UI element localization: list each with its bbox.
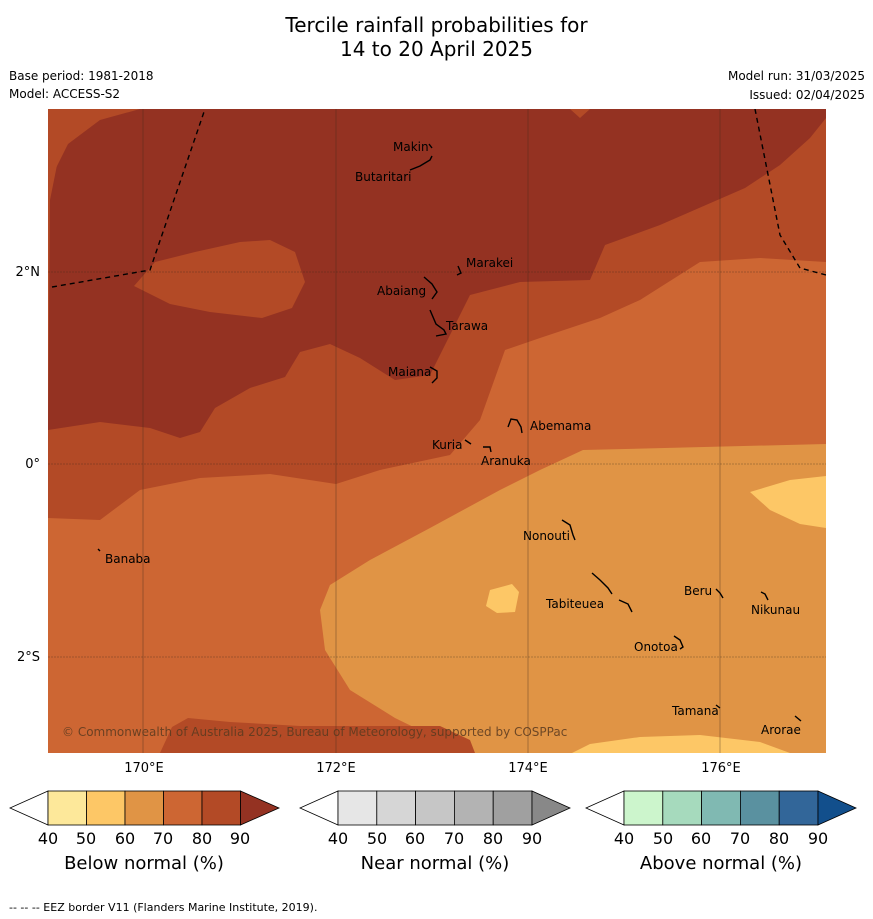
place-abemama: Abemama: [530, 419, 592, 433]
cb-below-tick-70: 70: [152, 829, 174, 848]
eez-footnote: -- -- -- EEZ border V11 (Flanders Marine…: [9, 901, 318, 914]
model-name: Model: ACCESS-S2: [9, 87, 121, 101]
place-makin: Makin: [393, 140, 429, 154]
place-onotoa: Onotoa: [634, 640, 678, 654]
place-nikunau: Nikunau: [751, 603, 801, 617]
cb-below-tick-60: 60: [114, 829, 136, 848]
cb-near-tick-90: 90: [521, 829, 543, 848]
place-aranuka: Aranuka: [481, 454, 531, 468]
map-title-line2: 14 to 20 April 2025: [339, 37, 534, 61]
place-tarawa: Tarawa: [446, 319, 489, 333]
lat-label-2s: 2°S: [16, 650, 40, 665]
lat-label-0: 0°: [25, 457, 40, 472]
cb-above-tick-40: 40: [613, 829, 635, 848]
cb-above-title: Above normal (%): [639, 853, 803, 874]
lon-label-170e: 170°E: [124, 761, 164, 776]
lon-label-172e: 172°E: [316, 761, 356, 776]
issued-date: Issued: 02/04/2025: [749, 88, 865, 102]
lon-label-176e: 176°E: [701, 761, 741, 776]
cb-near-tick-70: 70: [443, 829, 465, 848]
region-90-plus: [48, 109, 826, 438]
place-beru: Beru: [684, 584, 713, 598]
place-kuria: Kuria: [432, 438, 463, 452]
lon-label-174e: 174°E: [508, 761, 548, 776]
copyright-notice: © Commonwealth of Australia 2025, Bureau…: [62, 725, 568, 739]
cb-below-title: Below normal (%): [64, 853, 224, 874]
region-50-60-east: [750, 476, 826, 528]
region-50-60-south: [572, 735, 790, 753]
cb-near-tick-40: 40: [327, 829, 349, 848]
cb-below-tick-80: 80: [191, 829, 213, 848]
place-marakei: Marakei: [466, 256, 514, 270]
cb-above-tick-50: 50: [652, 829, 674, 848]
cb-near-tick-60: 60: [404, 829, 426, 848]
island-outlines: [97, 143, 802, 722]
cb-above-tick-80: 80: [768, 829, 790, 848]
cb-below-tick-50: 50: [75, 829, 97, 848]
map-title-line1: Tercile rainfall probabilities for: [285, 13, 588, 37]
graticule: [48, 109, 826, 753]
place-maiana: Maiana: [388, 365, 432, 379]
cb-near-tick-50: 50: [366, 829, 388, 848]
region-80-90-inset: [134, 240, 305, 318]
cb-below-tick-90: 90: [229, 829, 251, 848]
cb-near-tick-80: 80: [482, 829, 504, 848]
region-50-60-center: [486, 584, 519, 613]
cb-above-tick-60: 60: [690, 829, 712, 848]
cb-above-tick-70: 70: [729, 829, 751, 848]
region-60-70: [320, 444, 826, 753]
place-butaritari: Butaritari: [355, 170, 412, 184]
colorbar-below: [9, 790, 280, 826]
place-banaba: Banaba: [105, 552, 151, 566]
model-run: Model run: 31/03/2025: [727, 69, 865, 83]
place-tabiteuea: Tabiteuea: [546, 597, 605, 611]
cb-above-tick-90: 90: [807, 829, 829, 848]
eez-border: [51, 109, 826, 288]
colorbar-above: [585, 790, 857, 826]
region-80-90-south: [160, 718, 475, 753]
lat-label-2n: 2°N: [15, 265, 41, 280]
cb-below-tick-40: 40: [37, 829, 59, 848]
place-nonouti: Nonouti: [523, 529, 570, 543]
colorbar-graphics: [9, 790, 857, 826]
base-period: Base period: 1981-2018: [9, 69, 154, 83]
colorbar-near: [299, 790, 571, 826]
place-tamana: Tamana: [672, 704, 719, 718]
region-80-90-corner: [48, 109, 105, 200]
place-abaiang: Abaiang: [377, 284, 427, 298]
place-arorae: Arorae: [761, 723, 801, 737]
cb-near-title: Near normal (%): [360, 853, 510, 874]
